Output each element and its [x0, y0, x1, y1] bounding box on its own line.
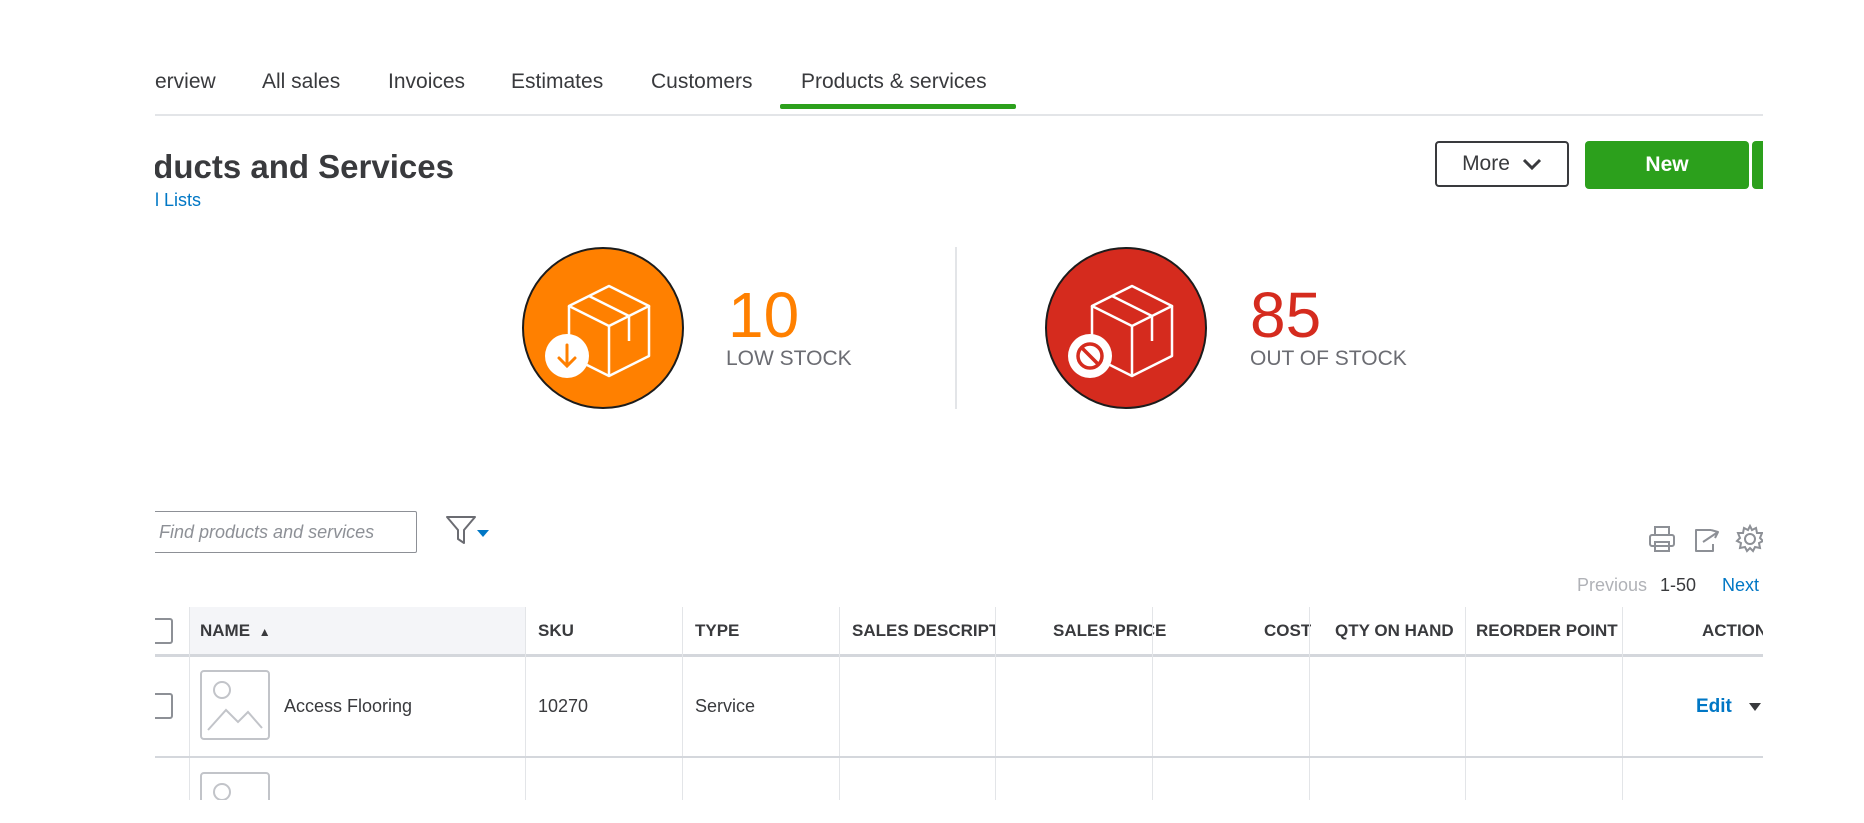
more-button[interactable]: More: [1435, 141, 1569, 187]
filter-icon: [446, 516, 489, 544]
sort-ascending-icon: ▲: [258, 625, 271, 639]
column-header-name-label: NAME: [200, 621, 251, 640]
sales-tabs: erview All sales Invoices Estimates Cust…: [155, 62, 1763, 116]
image-placeholder-icon: [207, 681, 263, 731]
pagination-next[interactable]: Next: [1722, 575, 1760, 595]
column-header-type[interactable]: TYPE: [695, 621, 740, 640]
column-header-reorder-point[interactable]: REORDER POINT: [1476, 621, 1618, 640]
more-button-label: More: [1462, 152, 1510, 175]
new-button-label: New: [1645, 153, 1689, 176]
all-lists-link[interactable]: l Lists: [155, 190, 202, 210]
stock-divider: [955, 247, 957, 409]
low-stock-widget[interactable]: [522, 247, 684, 409]
select-all-checkbox[interactable]: [155, 618, 173, 644]
box-download-icon: [545, 284, 651, 378]
new-button[interactable]: New: [1585, 141, 1749, 189]
out-of-stock-label: OUT OF STOCK: [1250, 347, 1407, 370]
box-blocked-icon: [1068, 284, 1174, 378]
column-divider: [1622, 607, 1623, 800]
column-divider: [189, 607, 190, 800]
product-image-placeholder: [200, 670, 270, 740]
edit-button[interactable]: Edit: [1696, 696, 1732, 717]
new-dropdown-button[interactable]: [1752, 141, 1763, 189]
column-divider: [1309, 607, 1310, 800]
table-header: NAME ▲ SKU TYPE SALES DESCRIPTIC SALES P…: [155, 607, 1763, 657]
pagination-previous[interactable]: Previous: [1577, 575, 1648, 595]
settings-gear-icon[interactable]: [1735, 524, 1763, 554]
product-name[interactable]: Access Flooring: [284, 696, 413, 716]
tab-overview[interactable]: erview: [155, 70, 216, 93]
low-stock-label: LOW STOCK: [726, 347, 852, 370]
column-header-qty-on-hand[interactable]: QTY ON HAND: [1335, 621, 1454, 640]
page-title: oducts and Services: [155, 148, 454, 185]
out-of-stock-widget[interactable]: [1045, 247, 1207, 409]
column-header-sales-description[interactable]: SALES DESCRIPTIC: [852, 621, 996, 640]
column-divider: [995, 607, 996, 800]
image-placeholder-icon: [213, 783, 231, 800]
column-divider: [1152, 607, 1153, 800]
column-header-cost[interactable]: COST: [1264, 621, 1312, 640]
low-stock-count: 10: [728, 279, 800, 351]
pagination-range: 1-50: [1660, 575, 1697, 595]
out-of-stock-count: 85: [1250, 279, 1322, 351]
tab-invoices[interactable]: Invoices: [388, 70, 466, 93]
print-icon[interactable]: [1647, 524, 1677, 554]
caret-down-icon[interactable]: [1748, 702, 1762, 712]
search-input[interactable]: [157, 512, 406, 552]
search-container: [155, 511, 417, 553]
column-divider: [839, 607, 840, 800]
products-services-page: erview All sales Invoices Estimates Cust…: [155, 0, 1763, 800]
column-header-action: ACTION: [1702, 621, 1763, 640]
filter-button[interactable]: [445, 515, 491, 547]
column-header-sku[interactable]: SKU: [538, 621, 574, 640]
tab-estimates[interactable]: Estimates: [511, 70, 604, 93]
column-divider: [525, 607, 526, 800]
column-header-sales-price[interactable]: SALES PRICE: [1053, 621, 1167, 640]
column-divider: [682, 607, 683, 800]
product-image-placeholder: [200, 772, 270, 800]
product-sku: 10270: [538, 696, 589, 716]
column-header-name[interactable]: NAME ▲: [189, 607, 525, 654]
product-type: Service: [695, 696, 756, 716]
table-row[interactable]: Access Flooring 10270 Service Edit: [155, 656, 1763, 758]
tab-customers[interactable]: Customers: [651, 70, 753, 93]
active-tab-indicator: [780, 104, 1016, 109]
tab-products-services[interactable]: Products & services: [801, 70, 987, 93]
export-icon[interactable]: [1691, 524, 1721, 554]
column-divider: [1465, 607, 1466, 800]
tab-all-sales[interactable]: All sales: [262, 70, 341, 93]
chevron-down-icon: [1522, 158, 1541, 171]
row-checkbox[interactable]: [155, 693, 173, 719]
